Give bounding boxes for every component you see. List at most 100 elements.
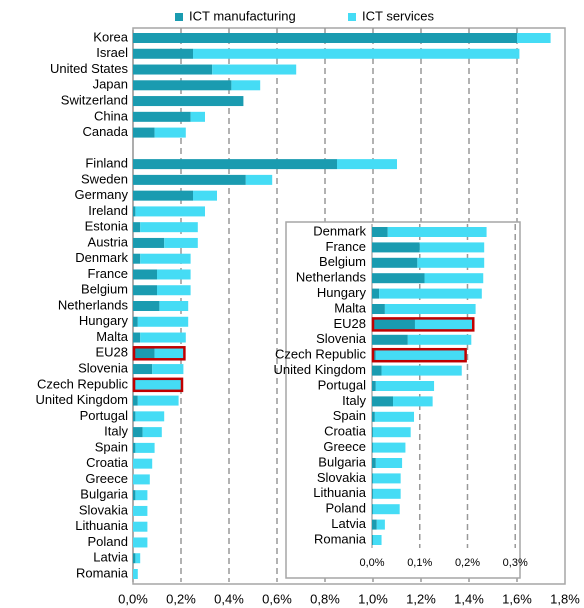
bar-segment [137,395,179,406]
bar-segment [133,569,138,579]
x-tick-label: 0,2% [166,591,196,606]
x-tick-label: 1,4% [454,591,484,606]
bar-segment [133,505,148,516]
bar-segment [414,319,473,330]
bar-segment [157,285,191,296]
bar-segment [393,396,433,407]
y-tick-label: Denmark [313,223,366,238]
bar-segment [387,227,487,237]
bar-segment [372,535,373,545]
bar-segment [372,488,401,499]
legend-label: ICT services [362,8,434,23]
bar-segment [372,411,375,422]
bar-segment [133,237,165,248]
bar-segment [135,379,181,390]
bar-segment [133,127,155,138]
bar-segment [152,364,184,375]
y-tick-label: France [88,266,128,281]
bar-segment [133,96,244,107]
bar-segment [372,442,406,453]
highlight-box [371,317,475,332]
bar-segment [372,458,376,468]
bar-segment [164,237,198,248]
y-tick-label: Slovenia [78,360,129,375]
bar-segment [133,111,191,122]
bar-segment [133,521,148,532]
bar-segment [372,227,388,237]
x-tick-label: 0,2% [455,557,480,569]
bar-segment [133,332,141,343]
bar-segment [337,159,397,170]
y-tick-label: Malta [96,329,129,344]
bar-segment [419,242,485,253]
y-tick-label: Czech Republic [37,376,129,391]
bar-segment [372,242,420,253]
y-tick-label: Estonia [85,219,129,234]
bar-segment [133,174,246,185]
y-tick-label: United Kingdom [36,392,129,407]
y-tick-label: Belgium [81,282,128,297]
bar-segment [133,458,153,469]
y-tick-label: Portugal [80,408,129,423]
bar-segment [372,427,373,438]
bar-segment [372,473,373,484]
bar-segment [245,174,273,185]
bar-segment [374,411,415,422]
x-tick-label: 0,3% [503,557,528,569]
bar-segment [424,273,484,284]
bar-segment [140,222,198,233]
y-tick-label: Netherlands [58,297,129,312]
bar-segment [133,537,148,548]
y-tick-label: Korea [93,29,128,44]
y-tick-label: China [94,108,129,123]
highlight-box [132,346,186,361]
y-tick-label: Greece [323,439,366,454]
y-tick-label: Israel [96,45,128,60]
bar-segment [133,64,213,75]
highlight-box [371,347,467,363]
x-tick-label: 1,8% [550,591,580,606]
y-tick-label: Finland [85,156,128,171]
y-tick-label: Bulgaria [80,487,128,502]
bar-segment [133,206,136,217]
y-tick-label: EU28 [333,316,366,331]
y-tick-label: Poland [326,501,366,516]
y-tick-label: Sweden [81,171,128,186]
y-tick-label: Spain [95,439,128,454]
bar-segment [372,519,377,530]
bar-segment [372,334,408,345]
bar-segment [135,490,148,501]
bar-segment [133,395,138,406]
x-tick-label: 0,0% [118,591,148,606]
bar-segment [407,334,472,345]
y-tick-label: Malta [334,300,367,315]
bar-segment [133,474,150,485]
bar-segment [135,206,205,217]
y-tick-label: Spain [333,408,366,423]
bar-segment [133,253,141,264]
bar-segment [193,48,520,59]
legend-swatch [175,13,183,21]
y-tick-label: United States [50,61,129,76]
bar-segment [159,301,189,311]
y-tick-label: Lithuania [75,518,129,533]
bar-segment [133,159,337,170]
y-tick-label: Canada [82,124,128,139]
y-tick-label: Croatia [324,424,367,439]
y-tick-label: Latvia [331,516,366,531]
y-tick-label: Hungary [317,285,367,300]
y-tick-label: Netherlands [296,270,367,285]
y-tick-label: Ireland [88,203,128,218]
bar-segment [372,304,385,314]
bar-segment [133,80,232,91]
y-tick-label: Slovakia [79,502,129,517]
bar-segment [133,301,160,311]
x-tick-label: 0,4% [214,591,244,606]
bar-segment [135,411,165,422]
bar-segment [372,381,376,391]
bar-segment [135,553,141,564]
bar-segment [140,332,186,343]
bar-segment [154,127,186,138]
y-tick-label: Slovakia [317,470,367,485]
